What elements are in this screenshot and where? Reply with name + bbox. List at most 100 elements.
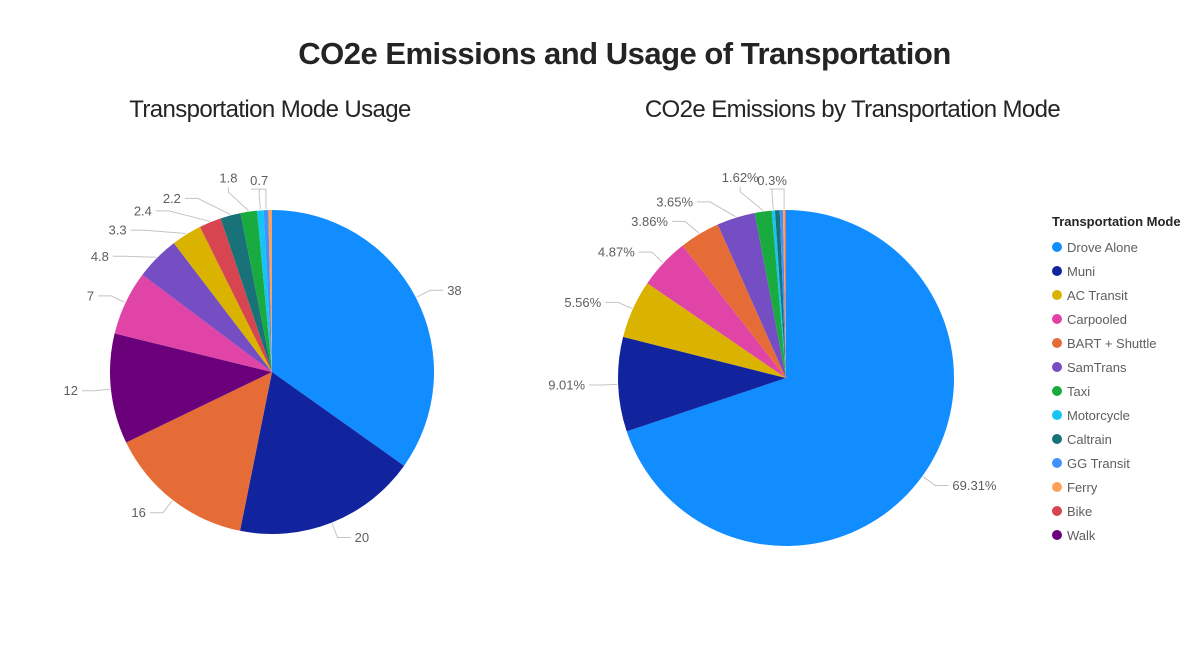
pie-slice-ferry[interactable] xyxy=(782,210,786,378)
label-leader-line xyxy=(149,500,173,514)
legend-item-label: SamTrans xyxy=(1067,359,1127,375)
legend-swatch xyxy=(1052,290,1062,300)
legend-swatch xyxy=(1052,482,1062,492)
pie-slice-muni[interactable] xyxy=(617,336,786,432)
label-leader-line xyxy=(589,383,618,386)
legend-item-label: Drove Alone xyxy=(1067,239,1138,255)
legend-swatch xyxy=(1052,362,1062,372)
label-leader-line xyxy=(258,189,261,210)
data-label-ac-transit: 3.3 xyxy=(109,223,127,238)
legend: Transportation Mode Drove Alone Muni AC Tr… xyxy=(1052,214,1201,547)
usage-pie-chart: 38 20 16 12 7 4.83.3 2.4 2.2 1.8 0.7 xyxy=(64,171,462,545)
legend-swatch xyxy=(1052,314,1062,324)
pie-slice-gg-transit[interactable] xyxy=(779,210,786,378)
legend-item-muni[interactable]: Muni xyxy=(1052,259,1201,283)
legend-item-samtrans[interactable]: SamTrans xyxy=(1052,355,1201,379)
legend-item-carpooled[interactable]: Carpooled xyxy=(1052,307,1201,331)
label-leader-line xyxy=(331,523,351,538)
legend-swatch xyxy=(1052,506,1062,516)
pie-slice-carpooled[interactable] xyxy=(114,274,272,372)
label-leader-line xyxy=(155,210,210,222)
pie-slice-ac-transit[interactable] xyxy=(623,283,786,378)
pie-slice-bike[interactable] xyxy=(785,209,786,378)
legend-item-label: AC Transit xyxy=(1067,287,1128,303)
label-leader-line xyxy=(82,388,110,392)
data-label-carpooled: 4.87% xyxy=(598,245,635,260)
pie-slice-caltrain[interactable] xyxy=(774,210,786,378)
legend-item-label: Walk xyxy=(1067,527,1096,543)
legend-swatch xyxy=(1052,386,1062,396)
pie-slice-samtrans[interactable] xyxy=(142,243,272,372)
legend-item-label: Caltrain xyxy=(1067,431,1112,447)
pie-slice-taxi[interactable] xyxy=(754,210,786,378)
pie-slice-taxi[interactable] xyxy=(240,210,272,372)
legend-item-label: Ferry xyxy=(1067,479,1098,495)
label-leader-line xyxy=(112,255,157,258)
legend-item-taxi[interactable]: Taxi xyxy=(1052,379,1201,403)
legend-item-bike[interactable]: Bike xyxy=(1052,499,1201,523)
data-label-bike: 2.4 xyxy=(134,203,152,218)
data-label-motorcycle: 0.3% xyxy=(757,173,787,188)
label-leader-line xyxy=(184,197,231,215)
pie-slice-caltrain[interactable] xyxy=(220,213,272,372)
pie-slice-gg-transit[interactable] xyxy=(263,210,272,372)
legend-item-bart-shuttle[interactable]: BART + Shuttle xyxy=(1052,331,1201,355)
label-leader-line xyxy=(416,289,444,298)
data-label-motorcycle: 0.7 xyxy=(250,173,268,188)
pie-slice-muni[interactable] xyxy=(240,372,405,534)
pie-slice-drove-alone[interactable] xyxy=(272,210,435,466)
pie-slice-motorcycle[interactable] xyxy=(771,210,786,378)
label-leader-elbow xyxy=(250,188,267,210)
legend-title: Transportation Mode xyxy=(1052,214,1181,229)
legend-item-label: Motorcycle xyxy=(1067,407,1130,423)
legend-item-label: Taxi xyxy=(1067,383,1091,399)
data-label-caltrain: 2.2 xyxy=(163,191,181,206)
pie-slice-carpooled[interactable] xyxy=(647,245,786,378)
legend-item-drove-alone[interactable]: Drove Alone xyxy=(1052,235,1201,259)
label-leader-line xyxy=(922,476,949,486)
pie-slice-samtrans[interactable] xyxy=(717,212,786,378)
legend-swatch xyxy=(1052,242,1062,252)
legend-swatch xyxy=(1052,434,1062,444)
pie-slice-walk[interactable] xyxy=(109,333,272,443)
legend-item-caltrain[interactable]: Caltrain xyxy=(1052,427,1201,451)
pie-slice-drove-alone[interactable] xyxy=(626,210,954,546)
legend-item-gg-transit[interactable]: GG Transit xyxy=(1052,451,1201,475)
page-title: CO2e Emissions and Usage of Transportati… xyxy=(298,36,951,71)
pie-slice-bart-shuttle[interactable] xyxy=(126,372,272,531)
legend-item-label: Bike xyxy=(1067,503,1093,519)
data-label-carpooled: 7 xyxy=(87,288,94,303)
emissions-pie-chart: 69.31% 9.01% 5.56% 4.87% 3.86% 3.65% 1.62%0.3% xyxy=(548,170,997,546)
legend-item-walk[interactable]: Walk xyxy=(1052,523,1201,547)
legend-item-label: Muni xyxy=(1067,263,1096,279)
pie-slice-ferry[interactable] xyxy=(268,209,272,372)
pie-slice-ac-transit[interactable] xyxy=(173,226,272,372)
emissions-chart-title: CO2e Emissions by Transportation Mode xyxy=(644,96,1061,123)
legend-items: Drove Alone Muni AC Transit Carpooled BART +… xyxy=(1052,235,1201,547)
data-label-bart-shuttle: 16 xyxy=(131,505,145,520)
label-leader-line xyxy=(605,301,633,310)
legend-swatch xyxy=(1052,338,1062,348)
legend-swatch xyxy=(1052,410,1062,420)
legend-item-ferry[interactable]: Ferry xyxy=(1052,475,1201,499)
label-leader-line xyxy=(638,251,664,263)
legend-swatch xyxy=(1052,266,1062,276)
legend-item-label: GG Transit xyxy=(1067,455,1130,471)
data-label-bart-shuttle: 3.86% xyxy=(631,214,668,229)
data-label-muni: 20 xyxy=(355,530,369,545)
legend-item-label: BART + Shuttle xyxy=(1067,335,1157,351)
legend-item-label: Carpooled xyxy=(1067,311,1127,327)
pie-slice-motorcycle[interactable] xyxy=(257,210,272,372)
data-label-walk: 12 xyxy=(64,383,78,398)
label-leader-line xyxy=(130,229,187,234)
legend-swatch xyxy=(1052,530,1062,540)
pie-slice-bart-shuttle[interactable] xyxy=(682,224,786,379)
legend-item-ac-transit[interactable]: AC Transit xyxy=(1052,283,1201,307)
label-leader-line xyxy=(697,201,736,218)
legend-item-motorcycle[interactable]: Motorcycle xyxy=(1052,403,1201,427)
pie-slice-bike[interactable] xyxy=(199,218,272,372)
label-leader-line xyxy=(98,295,125,303)
data-label-taxi: 1.62% xyxy=(722,170,759,185)
usage-chart-title: Transportation Mode Usage xyxy=(129,96,411,123)
